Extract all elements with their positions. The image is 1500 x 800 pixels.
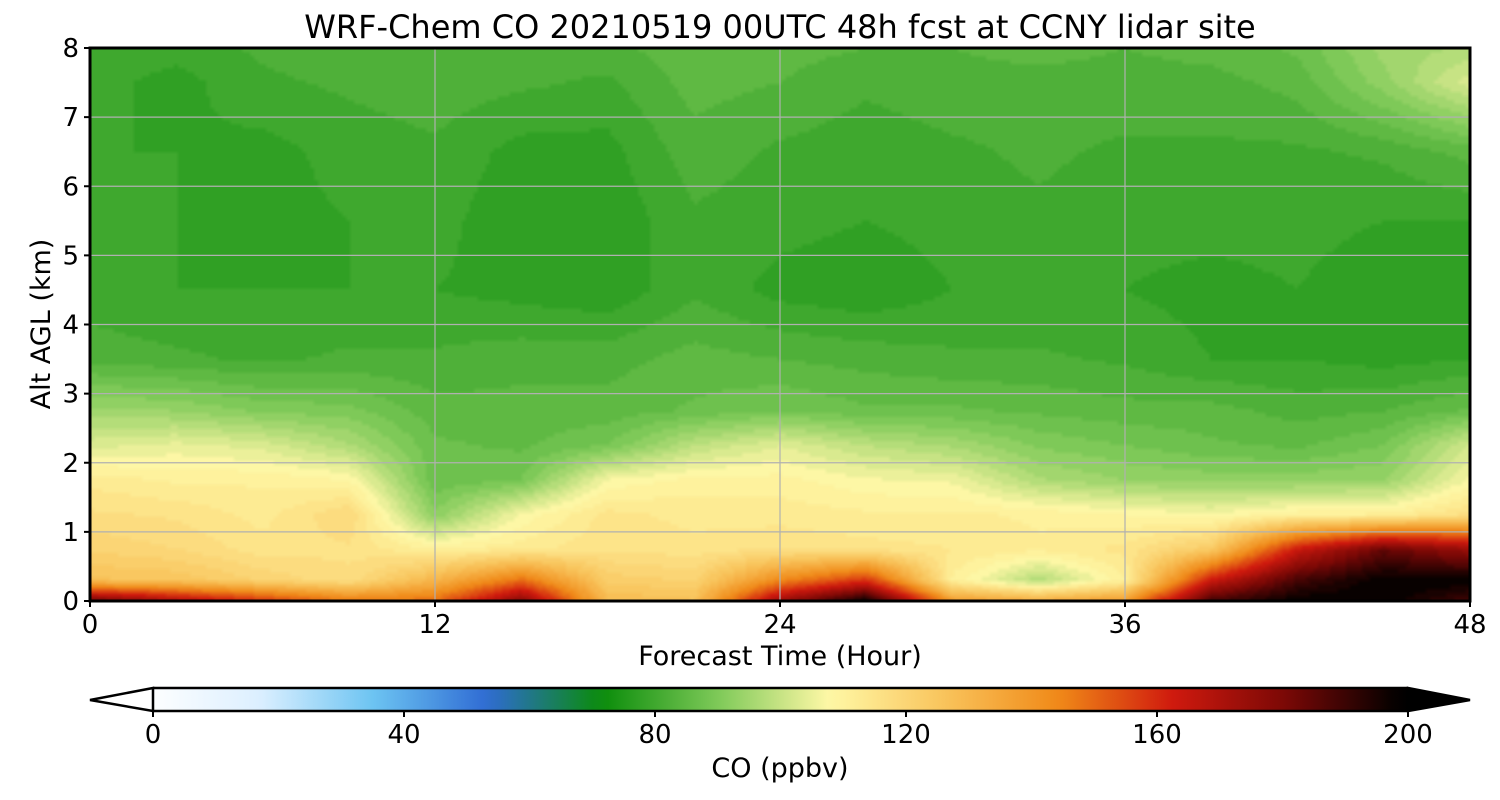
x-tick-label: 0 [82,610,99,640]
y-tick-label: 7 [62,103,79,133]
colorbar-outline [153,686,1408,713]
y-tick-label: 0 [62,587,79,617]
x-tick-label: 12 [418,610,451,640]
x-axis-label: Forecast Time (Hour) [638,641,922,672]
colorbar-tick-label: 200 [1383,720,1433,750]
colorbar-tick-label: 160 [1132,720,1182,750]
x-tick-label: 24 [763,610,796,640]
grid-lines [90,48,1470,601]
y-tick-label: 5 [62,241,79,271]
colorbar-tick-label: 40 [387,720,420,750]
y-tick-label: 2 [62,449,79,479]
colorbar-extend-low [89,686,155,713]
x-tick-label: 36 [1108,610,1141,640]
y-tick-label: 8 [62,34,79,64]
y-tick-label: 4 [62,311,79,341]
colorbar: 0 40 80 120 160 200 CO (ppbv) [89,686,1471,784]
colorbar-tick-label: 120 [881,720,931,750]
colorbar-gradient [153,688,1408,711]
y-tick-label: 6 [62,172,79,202]
y-axis-label: Alt AGL (km) [26,239,57,410]
y-axis-ticks: 0 1 2 3 4 5 6 7 8 [62,34,90,617]
colorbar-extend-high [1406,686,1471,713]
y-tick-label: 3 [62,380,79,410]
y-tick-label: 1 [62,518,79,548]
colorbar-ticks: 0 40 80 120 160 200 [145,711,1433,750]
x-axis-ticks: 0 12 24 36 48 [82,601,1487,640]
chart-title: WRF-Chem CO 20210519 00UTC 48h fcst at C… [304,8,1255,46]
colorbar-tick-label: 0 [145,720,162,750]
colorbar-tick-label: 80 [638,720,671,750]
plot-area [88,46,1472,603]
x-tick-label: 48 [1453,610,1486,640]
colorbar-label: CO (ppbv) [711,753,848,784]
